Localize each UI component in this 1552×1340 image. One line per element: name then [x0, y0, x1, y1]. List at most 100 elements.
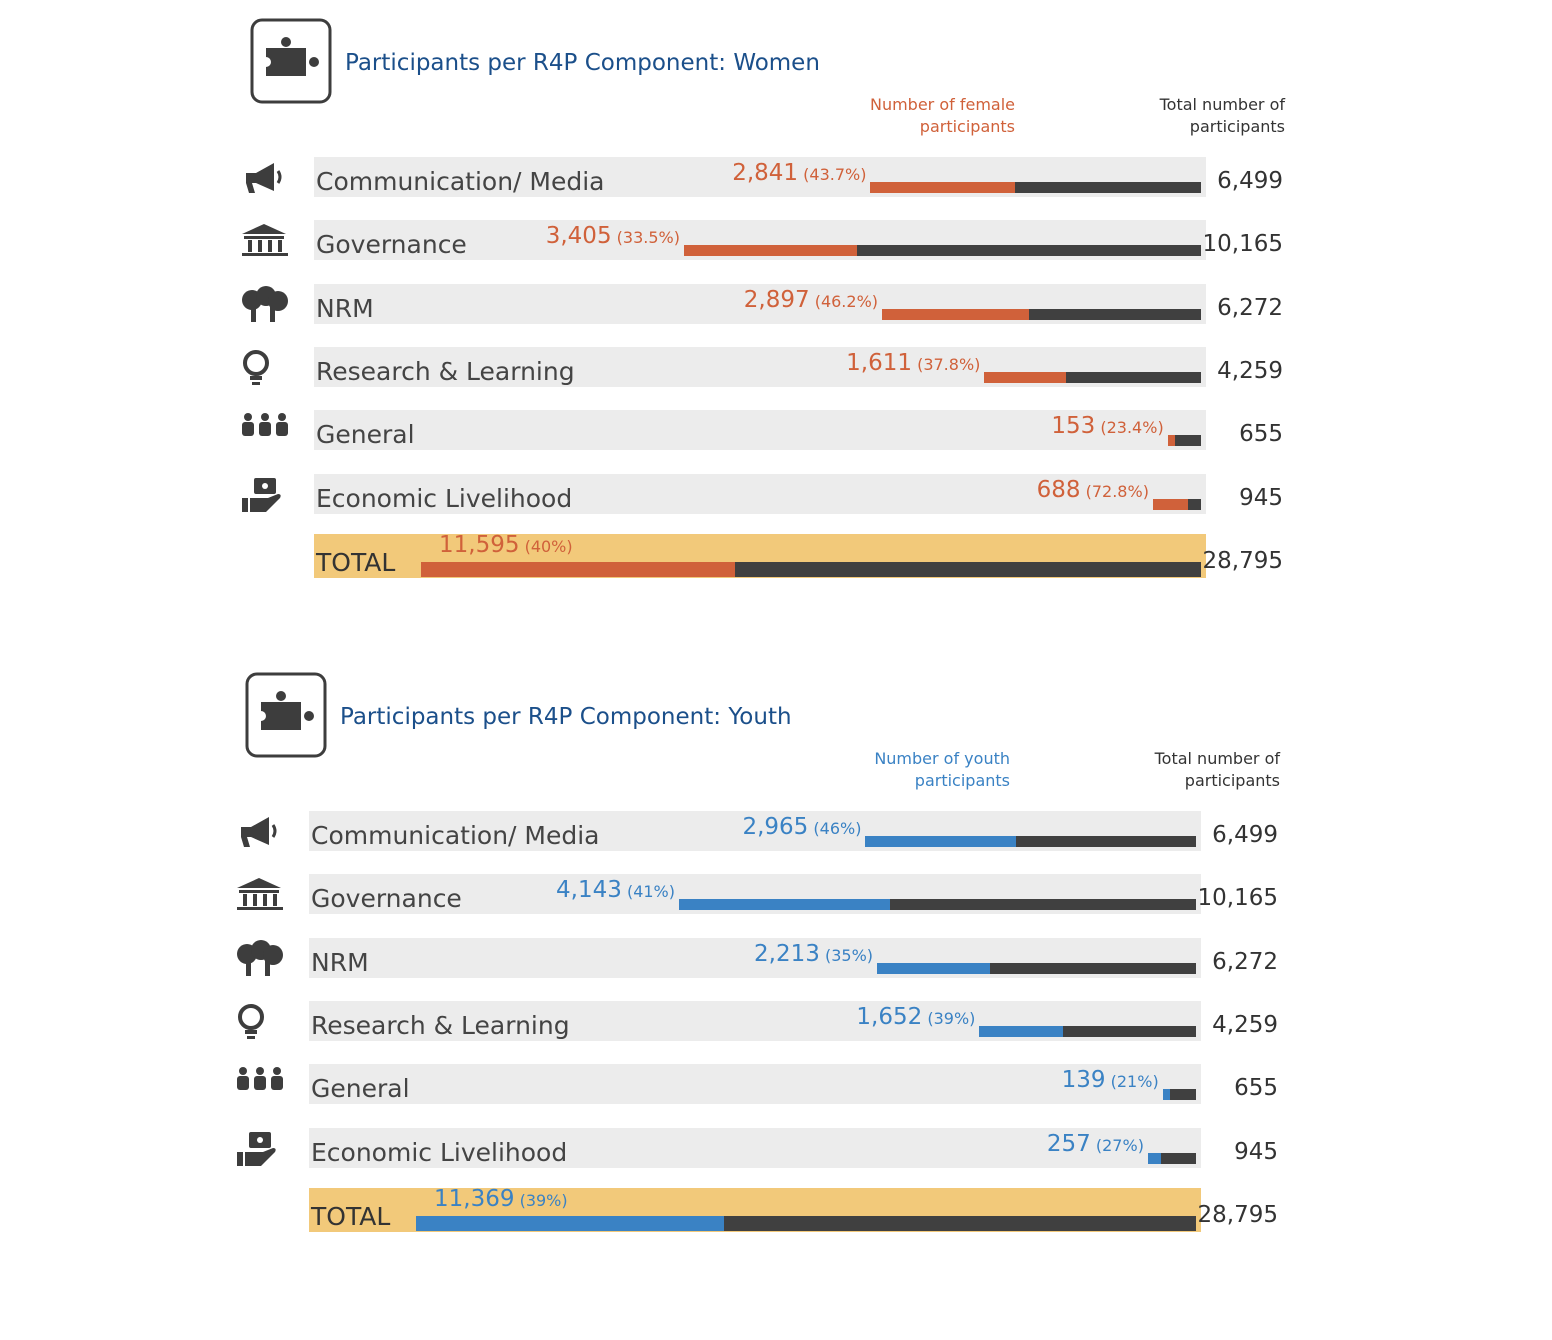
- share-label: (39%): [922, 1008, 976, 1028]
- category-label: Economic Livelihood: [316, 483, 573, 513]
- part-bar: [1167, 435, 1176, 447]
- share-label: (27%): [1090, 1135, 1144, 1155]
- category-icon: [235, 1003, 285, 1041]
- share-label: (46%): [808, 819, 862, 838]
- part-value-label: 257: [1046, 1130, 1091, 1157]
- category-icon: [235, 1066, 285, 1104]
- category-icon: [235, 1130, 285, 1168]
- part-label-group: 257 (27%): [1047, 1131, 1144, 1157]
- component-icon: [250, 18, 334, 106]
- total-value-label: 945: [1234, 1138, 1278, 1165]
- total-bar: [1162, 1089, 1196, 1101]
- part-label-group: 11,595 (40%): [439, 532, 573, 558]
- total-value-label: 945: [1239, 484, 1283, 511]
- part-value-label: 2,897: [743, 286, 810, 313]
- total-value-label: 28,795: [1202, 548, 1283, 574]
- share-label: (43.7%): [798, 165, 867, 184]
- category-icon: [235, 876, 285, 914]
- part-value-label: 139: [1061, 1067, 1106, 1094]
- category-icon: [240, 222, 290, 260]
- chart-title: Participants per R4P Component: Women: [345, 50, 820, 76]
- legend-part: Number of youth participants: [874, 749, 1010, 790]
- total-value-label: 6,272: [1212, 948, 1278, 975]
- total-bar: [865, 836, 1196, 847]
- category-label: TOTAL: [316, 548, 396, 577]
- part-value-label: 2,213: [754, 940, 820, 967]
- category-label: Governance: [311, 884, 462, 914]
- part-value-label: 1,652: [856, 1003, 923, 1030]
- part-bar: [1152, 498, 1188, 510]
- category-label: Governance: [316, 230, 467, 260]
- row-band: [314, 473, 1206, 514]
- category-label: Communication/ Media: [311, 821, 600, 850]
- total-bar: [679, 899, 1196, 911]
- share-label: (33.5%): [611, 228, 680, 248]
- total-value-label: 655: [1234, 1075, 1278, 1102]
- part-label-group: 2,841 (43.7%): [732, 160, 866, 186]
- part-label-group: 1,611 (37.8%): [846, 350, 980, 376]
- total-bar: [979, 1025, 1196, 1037]
- category-icon: [235, 939, 285, 978]
- part-bar: [1147, 1152, 1161, 1164]
- total-value-label: 655: [1239, 421, 1283, 448]
- share-label: (37.8%): [911, 354, 981, 374]
- total-bar: [1147, 1152, 1196, 1164]
- share-label: (72.8%): [1080, 481, 1149, 501]
- part-bar: [416, 1216, 724, 1231]
- part-label-group: 139 (21%): [1062, 1067, 1159, 1093]
- part-value-label: 1,611: [846, 349, 912, 376]
- total-bar: [877, 962, 1196, 974]
- share-label: (21%): [1105, 1072, 1159, 1092]
- category-label: Research & Learning: [311, 1010, 570, 1040]
- part-label-group: 2,965 (46%): [742, 814, 861, 840]
- part-label-group: 2,213 (35%): [754, 941, 873, 967]
- part-value-label: 2,841: [732, 160, 799, 186]
- part-bar: [679, 899, 890, 911]
- total-value-label: 6,499: [1212, 822, 1278, 848]
- total-value-label: 4,259: [1217, 357, 1283, 384]
- total-value-label: 10,165: [1202, 231, 1283, 258]
- category-label: NRM: [316, 293, 374, 323]
- category-label: Economic Livelihood: [311, 1137, 568, 1167]
- part-bar: [684, 245, 858, 257]
- total-bar: [870, 182, 1201, 193]
- category-label: General: [311, 1074, 410, 1104]
- legend-total: Total number of participants: [1159, 95, 1285, 136]
- total-bar: [1167, 435, 1201, 447]
- total-bar: [882, 308, 1201, 320]
- total-bar: [684, 245, 1201, 257]
- category-icon: [240, 159, 290, 197]
- legend-part: Number of female participants: [869, 95, 1015, 136]
- part-bar: [1162, 1089, 1170, 1101]
- chart-title: Participants per R4P Component: Youth: [340, 704, 792, 730]
- total-value-label: 6,499: [1217, 168, 1283, 194]
- part-value-label: 11,369: [434, 1186, 515, 1212]
- category-icon: [240, 349, 290, 387]
- category-icon: [240, 285, 290, 324]
- category-icon: [235, 813, 285, 851]
- part-bar: [421, 562, 736, 577]
- total-bar: [984, 371, 1201, 383]
- category-label: NRM: [311, 947, 369, 977]
- share-label: (39%): [514, 1191, 568, 1210]
- share-label: (46.2%): [809, 291, 879, 311]
- total-value-label: 28,795: [1197, 1202, 1278, 1228]
- part-bar: [984, 371, 1067, 383]
- row-band: [314, 410, 1206, 451]
- share-label: (23.4%): [1095, 418, 1164, 438]
- total-value-label: 10,165: [1197, 885, 1278, 912]
- part-value-label: 3,405: [545, 223, 612, 250]
- share-label: (41%): [621, 882, 675, 902]
- part-label-group: 688 (72.8%): [1037, 477, 1149, 503]
- part-bar: [979, 1025, 1064, 1037]
- part-label-group: 153 (23.4%): [1051, 413, 1163, 439]
- category-label: TOTAL: [311, 1202, 391, 1231]
- part-label-group: 3,405 (33.5%): [546, 223, 680, 249]
- category-label: General: [316, 420, 415, 450]
- part-label-group: 1,652 (39%): [856, 1004, 975, 1030]
- share-label: (35%): [819, 945, 874, 965]
- category-icon: [240, 412, 290, 450]
- category-icon: [240, 476, 290, 514]
- total-value-label: 6,272: [1217, 294, 1283, 321]
